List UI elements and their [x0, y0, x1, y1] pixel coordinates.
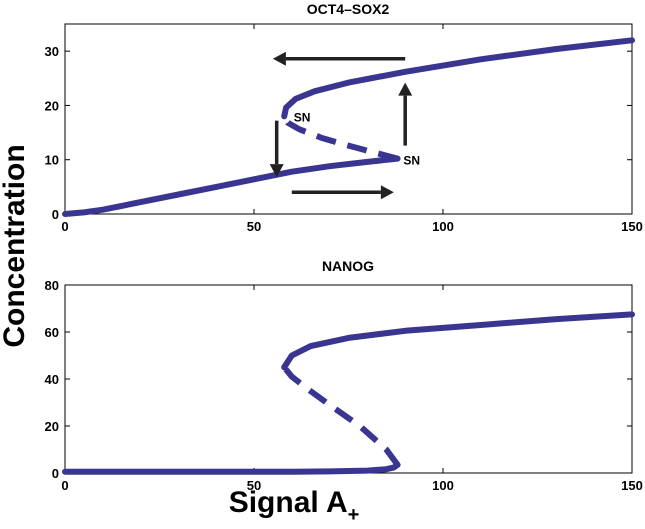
unstable-branch-line	[281, 114, 399, 162]
x-tick-label: 100	[432, 478, 454, 493]
series-group	[62, 37, 635, 217]
arrow-head	[269, 164, 284, 178]
x-axis-label-subscript: +	[348, 504, 360, 526]
series-group	[62, 311, 635, 475]
stable-branch-line	[281, 311, 635, 371]
y-tick-label: 60	[45, 325, 59, 340]
axes-frame	[64, 284, 633, 474]
y-tick-label: 80	[45, 278, 59, 293]
x-tick-label: 150	[621, 219, 643, 234]
axis-ticks: 0 50 100 150 0 10 20 30	[45, 24, 643, 234]
panel-title: OCT4–SOX2	[307, 1, 390, 17]
arrows-group	[269, 51, 413, 200]
saddle-node-label: SN	[403, 154, 420, 168]
panel-title: NANOG	[322, 258, 374, 274]
y-tick-label: 20	[45, 98, 59, 113]
x-tick-label: 50	[247, 219, 261, 234]
arrow-head	[398, 82, 413, 96]
transition-arrow	[398, 82, 413, 146]
arrow-head	[380, 185, 394, 200]
y-tick-label: 40	[45, 372, 59, 387]
y-tick-label: 0	[52, 207, 59, 222]
transition-arrow	[269, 120, 284, 178]
nanog-panel: NANOG 0 50 100 150 0 20 40 60 80	[45, 258, 643, 493]
saddle-node-label: SN	[294, 110, 311, 124]
stable-branch-line	[62, 155, 401, 217]
y-axis-label: Concentration	[0, 144, 31, 347]
y-tick-label: 20	[45, 419, 59, 434]
y-tick-label: 10	[45, 153, 59, 168]
y-tick-label: 30	[45, 44, 59, 59]
y-tick-label: 0	[52, 466, 59, 481]
stable-branch-line	[281, 37, 635, 120]
x-tick-label: 50	[247, 478, 261, 493]
oct4-sox2-panel: OCT4–SOX2 0 50 100 150 0 10 20 30 SN SN	[45, 1, 643, 234]
transition-arrow	[291, 185, 394, 200]
unstable-branch-line	[281, 365, 401, 467]
axis-ticks: 0 50 100 150 0 20 40 60 80	[45, 278, 643, 493]
x-tick-label: 0	[61, 219, 68, 234]
x-tick-label: 0	[61, 478, 68, 493]
stable-branch-line	[62, 461, 401, 475]
x-axis-label: Signal A+	[229, 486, 360, 526]
x-axis-label-main: Signal A	[229, 486, 348, 519]
x-tick-label: 100	[432, 219, 454, 234]
arrow-head	[272, 51, 286, 66]
axes-frame	[64, 23, 633, 215]
x-tick-label: 150	[621, 478, 643, 493]
annotations-group: SN SN	[294, 110, 420, 167]
transition-arrow	[272, 51, 406, 66]
